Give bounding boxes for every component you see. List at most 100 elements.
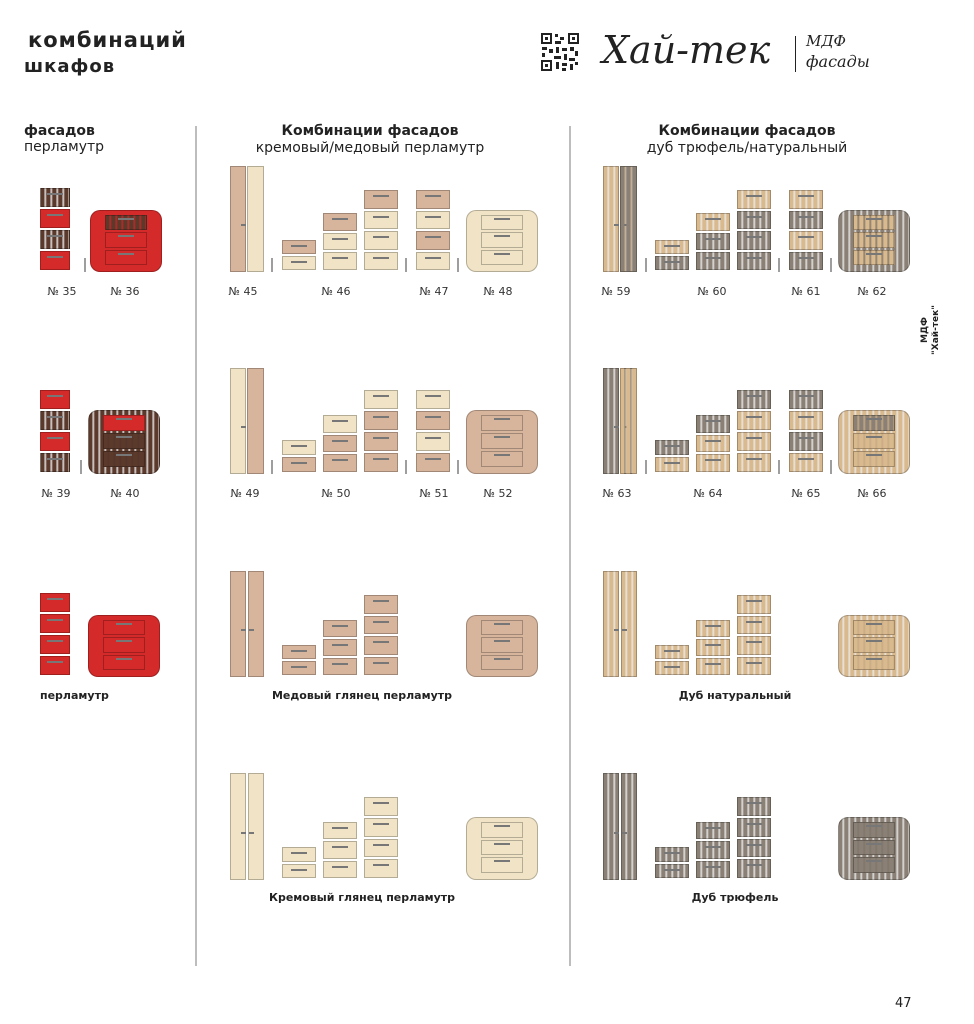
handle-icon <box>241 224 246 227</box>
brand-sub-line2: фасады <box>806 52 870 71</box>
drawer-front <box>853 637 895 653</box>
drawer-front <box>737 615 771 634</box>
handle-icon <box>798 195 814 197</box>
handle-icon <box>291 852 307 854</box>
handle-icon <box>494 235 510 238</box>
group-separator <box>830 460 832 474</box>
drawer-front <box>416 390 450 409</box>
handle-icon <box>332 663 348 665</box>
drawer-front <box>323 620 357 637</box>
handle-icon <box>866 860 882 863</box>
handle-icon <box>664 261 680 263</box>
drawer-front <box>696 822 730 840</box>
handle-icon <box>705 865 721 868</box>
combo-number: № 46 <box>321 285 351 298</box>
group-separator <box>778 460 780 474</box>
handle-icon <box>866 842 882 845</box>
handle-icon <box>746 395 762 397</box>
handle-icon <box>798 416 814 418</box>
group-separator <box>645 258 647 272</box>
handle-icon <box>332 420 348 422</box>
drawer-front <box>40 432 70 451</box>
handle-icon <box>798 236 814 238</box>
tall-cabinet-door <box>603 571 619 677</box>
handle-icon <box>425 215 441 218</box>
handle-icon <box>746 641 762 643</box>
combo-number: № 59 <box>601 285 631 298</box>
drawer-front <box>323 860 357 878</box>
drawer-front <box>323 822 357 840</box>
tall-cabinet-door <box>620 166 637 272</box>
drawer-front <box>364 411 398 430</box>
handle-icon <box>425 437 441 439</box>
drawer-front <box>853 857 895 873</box>
handle-icon <box>241 426 246 429</box>
drawer-front <box>481 433 523 449</box>
tall-cabinet-door <box>621 571 637 677</box>
handle-icon <box>614 831 619 834</box>
drawer-front <box>737 859 771 878</box>
drawer-front <box>364 595 398 614</box>
drawer-front <box>696 860 730 878</box>
tall-cabinet-door <box>621 773 637 880</box>
drawer-front <box>737 231 771 250</box>
drawer-front <box>481 839 523 856</box>
drawer-front <box>103 451 145 467</box>
handle-icon <box>866 436 882 438</box>
drawer-front <box>323 841 357 859</box>
drawer-front <box>737 656 771 675</box>
drawer-front <box>737 595 771 614</box>
handle-icon <box>705 439 721 442</box>
drawer-front <box>481 637 523 653</box>
drawer-front <box>655 863 689 878</box>
handle-icon <box>746 843 762 846</box>
handle-icon <box>746 620 762 623</box>
column-divider <box>195 126 197 966</box>
side-label: МДФ "Хай-тек" <box>920 300 942 360</box>
drawer-front <box>364 797 398 816</box>
drawer-front <box>364 432 398 451</box>
tall-cabinet-door <box>230 773 246 880</box>
drawer-front <box>853 232 895 248</box>
tall-cabinet-door <box>603 166 619 272</box>
drawer-front <box>40 453 70 472</box>
handle-icon <box>118 235 134 238</box>
drawer-front <box>103 433 145 449</box>
combo-number: № 63 <box>602 487 632 500</box>
combo-number: № 47 <box>419 285 449 298</box>
drawer-front <box>655 440 689 455</box>
handle-icon <box>705 663 721 665</box>
handle-icon <box>746 416 762 418</box>
drawer-front <box>853 451 895 467</box>
drawer-front <box>282 256 316 270</box>
tall-cabinet-door <box>247 368 264 474</box>
drawer-front <box>696 620 730 637</box>
combo-number: № 60 <box>697 285 727 298</box>
handle-icon <box>47 214 63 216</box>
drawer-front <box>789 190 823 209</box>
brand-divider <box>795 36 796 72</box>
handle-icon <box>332 827 348 829</box>
handle-icon <box>746 864 762 867</box>
drawer-front <box>103 620 145 636</box>
drawer-front <box>737 817 771 837</box>
drawer-front <box>655 847 689 862</box>
drawer-front <box>789 453 823 472</box>
combo-number: № 51 <box>419 487 449 500</box>
handle-icon <box>866 657 882 660</box>
tall-cabinet-door <box>248 773 264 880</box>
drawer-front <box>323 658 357 675</box>
handle-icon <box>494 825 510 827</box>
drawer-front <box>40 593 70 612</box>
right-section-sub: дуб трюфель/натуральный <box>646 140 848 156</box>
handle-icon <box>373 215 389 218</box>
drawer-front <box>737 190 771 209</box>
handle-icon <box>291 650 307 652</box>
caption-pearl: перламутр <box>40 689 109 702</box>
drawer-front <box>40 411 70 430</box>
handle-icon <box>798 395 814 397</box>
handle-icon <box>494 657 510 660</box>
handle-icon <box>116 454 132 456</box>
drawer-front <box>282 457 316 472</box>
handle-icon <box>425 256 441 259</box>
